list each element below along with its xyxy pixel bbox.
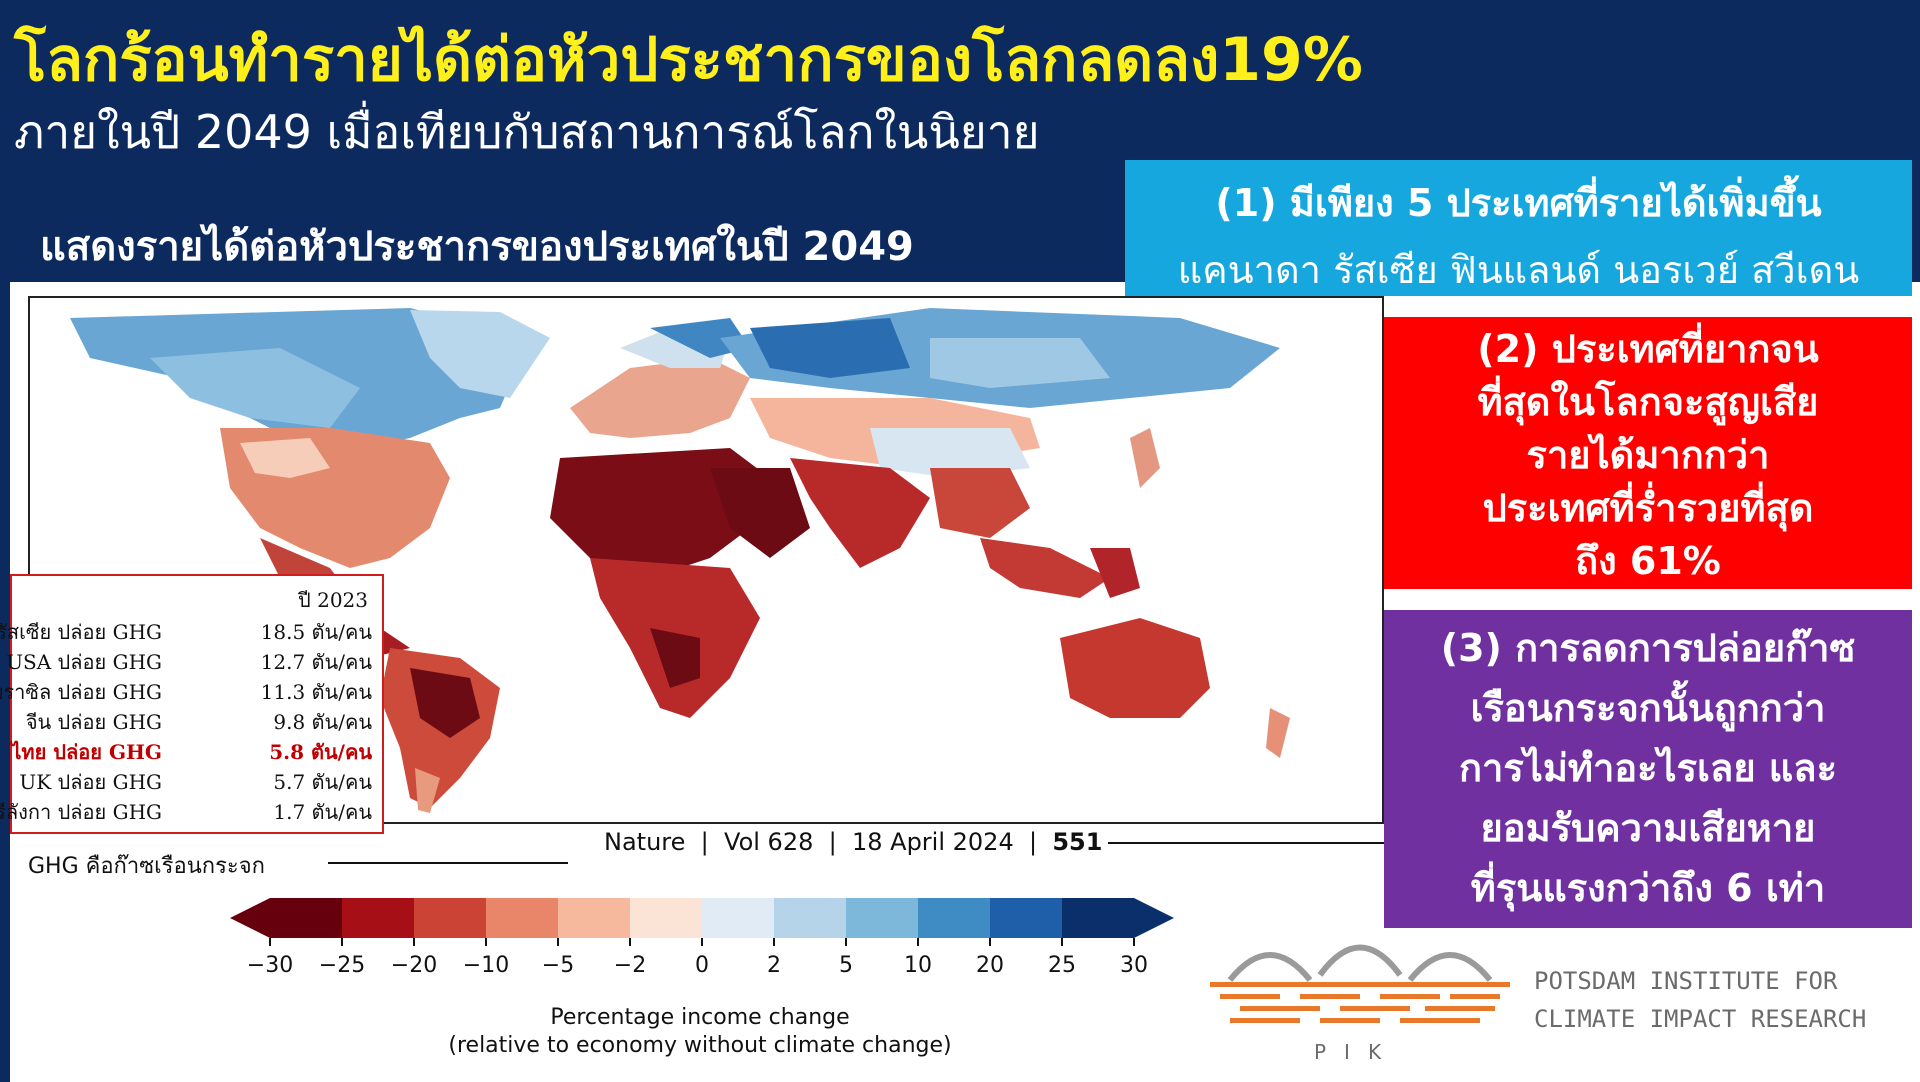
callout-line: ที่รุนแรงกว่าถึง 6 เท่า — [1470, 866, 1826, 910]
colorbar-tick-label: −5 — [542, 953, 574, 978]
country-label: จีน ปล่อย GHG — [25, 710, 162, 734]
country-label: บราซิล ปล่อย GHG — [0, 680, 162, 704]
colorbar-tick-label: 0 — [695, 953, 709, 978]
colorbar-segment — [558, 898, 630, 938]
page-title: โลกร้อนทำรายได้ต่อหัวประชากรของโลกลดลง19… — [14, 25, 1363, 95]
colorbar: −30 −25 −20 −10 −5 −2 0 2 5 10 20 25 30 — [230, 898, 1174, 978]
colorbar-tick-label: −10 — [463, 953, 509, 978]
colorbar-segment — [342, 898, 414, 938]
citation-volume: Vol 628 — [724, 828, 814, 856]
callout-mitigation: (3) การลดการปล่อยก๊าซ เรือนกระจกนั้นถูกก… — [1384, 610, 1912, 928]
ghg-definition: GHG คือก๊าซเรือนกระจก — [28, 854, 265, 879]
divider — [328, 862, 568, 864]
callout-line: (2) ประเทศที่ยากจน — [1477, 327, 1819, 371]
citation: Nature | Vol 628 | 18 April 2024 | 551 — [604, 828, 1102, 856]
table-row: ศรีลังกา ปล่อย GHG 1.7 ตัน/คน — [0, 796, 372, 824]
emission-value: 12.7 ตัน/คน — [260, 650, 372, 674]
colorbar-segment — [486, 898, 558, 938]
callout-line: ที่สุดในโลกจะสูญเสีย — [1477, 380, 1819, 424]
citation-separator: | — [1021, 828, 1045, 856]
pik-name-line1: POTSDAM INSTITUTE FOR — [1534, 967, 1838, 995]
emission-value: 18.5 ตัน/คน — [260, 620, 372, 644]
emissions-year: ปี 2023 — [298, 588, 368, 612]
colorbar-segment — [270, 898, 342, 938]
colorbar-label-line2: (relative to economy without climate cha… — [448, 1033, 952, 1058]
colorbar-tick-label: 10 — [904, 953, 932, 978]
colorbar-segment — [1062, 898, 1134, 938]
colorbar-segment — [846, 898, 918, 938]
colorbar-tick-label: −20 — [391, 953, 437, 978]
country-label: USA ปล่อย GHG — [6, 650, 162, 674]
citation-journal: Nature — [604, 828, 686, 856]
callout-line: ยอมรับความเสียหาย — [1480, 806, 1816, 850]
callout-line: เรือนกระจกนั้นถูกกว่า — [1470, 686, 1826, 730]
citation-date: 18 April 2024 — [851, 828, 1014, 856]
callout-line: การไม่ทำอะไรเลย และ — [1458, 746, 1837, 790]
colorbar-segment — [702, 898, 774, 938]
side-border — [0, 282, 10, 1082]
colorbar-label-line1: Percentage income change — [550, 1005, 850, 1030]
country-label: รัสเซีย ปล่อย GHG — [0, 620, 162, 644]
colorbar-tick-label: 5 — [839, 953, 853, 978]
pik-logo-icon — [1210, 944, 1510, 1023]
callout-line: ประเทศที่ร่ำรวยที่สุด — [1482, 486, 1814, 530]
colorbar-arrow-left — [230, 898, 270, 938]
colorbar-tick-label: −30 — [247, 953, 293, 978]
colorbar-tick-label: 20 — [976, 953, 1004, 978]
colorbar-tick-label: 2 — [767, 953, 781, 978]
citation-separator: | — [821, 828, 845, 856]
divider — [1108, 842, 1384, 844]
map-heading: แสดงรายได้ต่อหัวประชากรของประเทศในปี 204… — [40, 224, 914, 270]
country-label: ไทย ปล่อย GHG — [11, 740, 162, 764]
country-label: UK ปล่อย GHG — [19, 770, 162, 794]
emission-value: 1.7 ตัน/คน — [273, 800, 372, 824]
table-row-highlight: ไทย ปล่อย GHG 5.8 ตัน/คน — [11, 736, 372, 764]
colorbar-segment — [774, 898, 846, 938]
table-row: รัสเซีย ปล่อย GHG 18.5 ตัน/คน — [0, 616, 372, 644]
emissions-table: ปี 2023 รัสเซีย ปล่อย GHG 18.5 ตัน/คน US… — [0, 574, 384, 834]
colorbar-tick-label: −25 — [319, 953, 365, 978]
colorbar-tick-label: 25 — [1048, 953, 1076, 978]
emission-value: 5.8 ตัน/คน — [269, 740, 372, 764]
table-row: บราซิล ปล่อย GHG 11.3 ตัน/คน — [0, 676, 372, 704]
citation-separator: | — [693, 828, 717, 856]
callout-line: ถึง 61% — [1575, 539, 1721, 583]
colorbar-arrow-right — [1134, 898, 1174, 938]
table-row: จีน ปล่อย GHG 9.8 ตัน/คน — [12, 706, 372, 734]
colorbar-segment — [414, 898, 486, 938]
callout-winners-title: (1) มีเพียง 5 ประเทศที่รายได้เพิ่มขึ้น — [1215, 181, 1822, 225]
colorbar-segment — [630, 898, 702, 938]
colorbar-segment — [918, 898, 990, 938]
colorbar-segment — [990, 898, 1062, 938]
country-label: ศรีลังกา ปล่อย GHG — [0, 800, 162, 824]
callout-winners: (1) มีเพียง 5 ประเทศที่รายได้เพิ่มขึ้น แ… — [1125, 160, 1912, 296]
emission-value: 11.3 ตัน/คน — [260, 680, 372, 704]
page-subtitle: ภายในปี 2049 เมื่อเทียบกับสถานการณ์โลกใน… — [14, 105, 1040, 159]
pik-name: POTSDAM INSTITUTE FOR CLIMATE IMPACT RES… — [1534, 962, 1866, 1038]
table-row: UK ปล่อย GHG 5.7 ตัน/คน — [12, 766, 372, 794]
pik-name-line2: CLIMATE IMPACT RESEARCH — [1534, 1005, 1867, 1033]
pik-abbreviation: PIK — [1314, 1040, 1400, 1064]
colorbar-tick-label: −2 — [614, 953, 646, 978]
callout-poor-countries: (2) ประเทศที่ยากจน ที่สุดในโลกจะสูญเสีย … — [1384, 317, 1912, 589]
emission-value: 5.7 ตัน/คน — [273, 770, 372, 794]
callout-line: (3) การลดการปล่อยก๊าซ — [1440, 626, 1856, 670]
citation-page: 551 — [1052, 828, 1103, 856]
callout-line: รายได้มากกว่า — [1526, 433, 1770, 477]
colorbar-label: Percentage income change (relative to ec… — [400, 1004, 1000, 1060]
callout-winners-countries: แคนาดา รัสเซีย ฟินแลนด์ นอรเวย์ สวีเดน — [1177, 248, 1860, 292]
emission-value: 9.8 ตัน/คน — [273, 710, 372, 734]
colorbar-tick-label: 30 — [1120, 953, 1148, 978]
table-row: USA ปล่อย GHG 12.7 ตัน/คน — [6, 646, 372, 674]
world-map — [28, 296, 1384, 824]
